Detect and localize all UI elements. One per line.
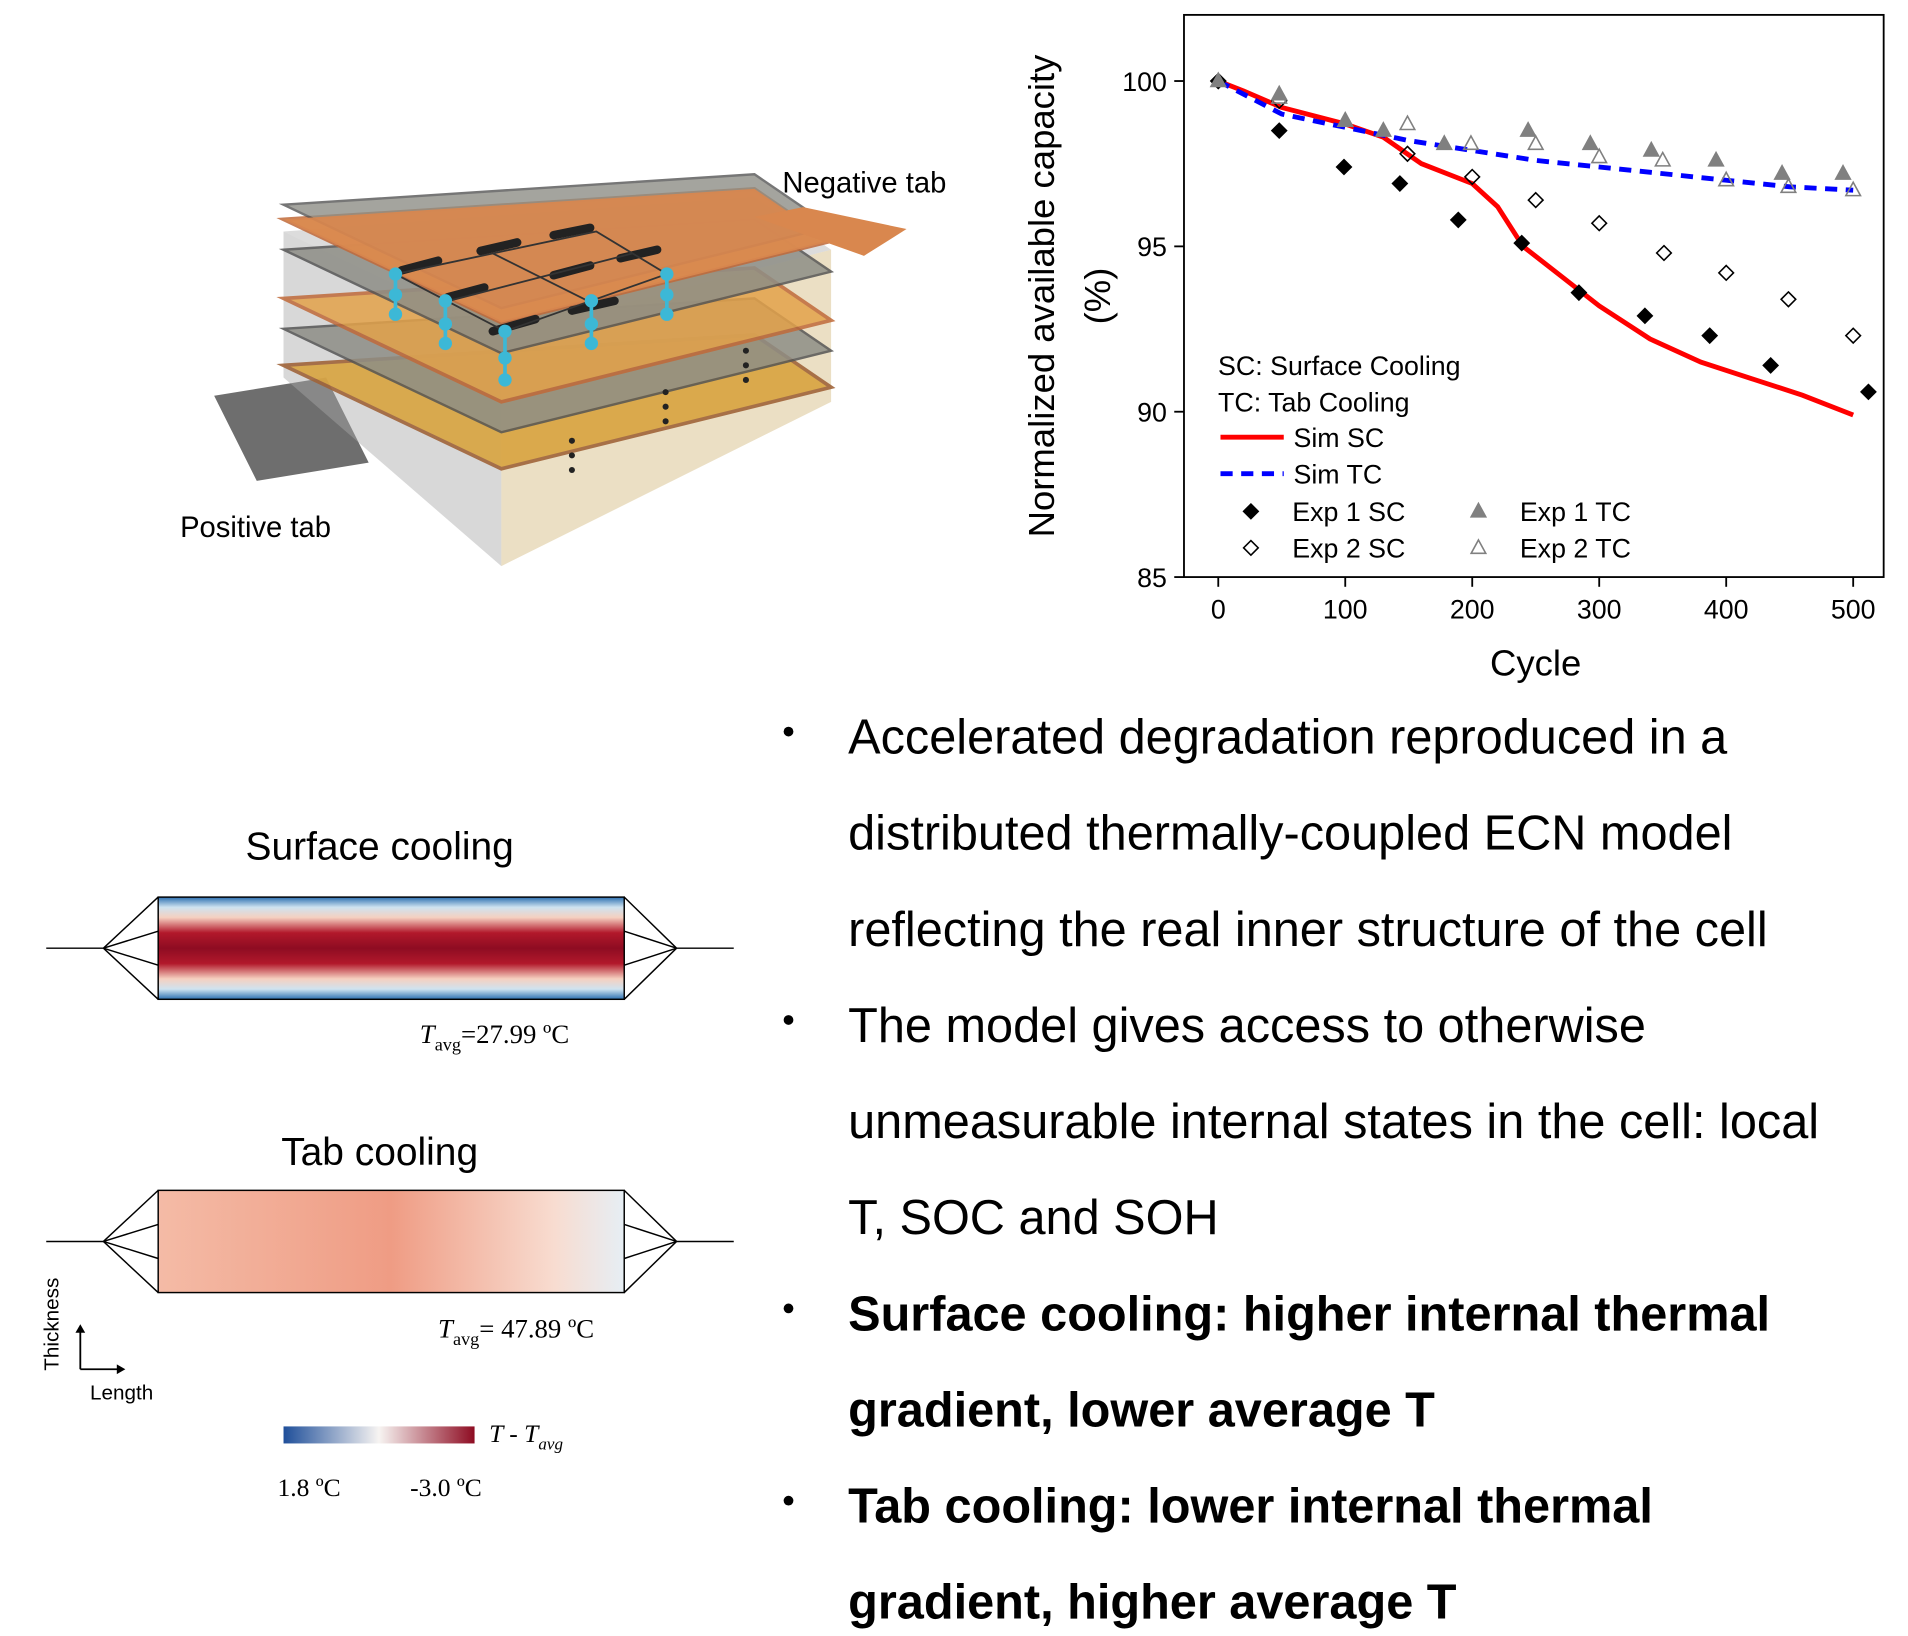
heatmap-title: Surface cooling <box>246 825 514 868</box>
y-axis-unit: (%) <box>1077 268 1118 325</box>
tavg-subscript: avg <box>435 1034 461 1054</box>
data-point <box>1846 328 1861 343</box>
data-point <box>1400 116 1415 129</box>
data-point <box>1528 193 1543 208</box>
bullet-text: unmeasurable internal states in the cell… <box>848 1095 1819 1149</box>
data-point <box>1719 266 1734 281</box>
colorbar-min: 1.8 ºC <box>277 1473 340 1502</box>
legend-label: Sim SC <box>1293 423 1384 453</box>
data-point <box>1836 166 1851 179</box>
colorbar: T - Tavg 1.8 ºC -3.0 ºC <box>277 1419 563 1502</box>
legend-label: Exp 2 TC <box>1520 534 1631 564</box>
legend-swatch <box>1244 541 1259 556</box>
data-point <box>1437 136 1452 149</box>
legend-swatch <box>1471 540 1486 553</box>
legend-label: Sim TC <box>1293 459 1382 489</box>
bullet-text: distributed thermally-coupled ECN model <box>848 807 1732 861</box>
data-point <box>1592 216 1607 231</box>
heatmap-tab: Tab cooling Tavg= 47.89 ºC <box>46 1131 734 1349</box>
legend-swatch <box>1244 504 1259 519</box>
bullet-text: The model gives access to otherwise <box>848 999 1646 1053</box>
y-tick-label: 90 <box>1137 397 1167 427</box>
tavg-label: Tavg= 47.89 ºC <box>438 1314 594 1349</box>
data-point <box>1393 176 1408 191</box>
length-label: Length <box>90 1382 153 1405</box>
data-point <box>1775 166 1790 179</box>
thickness-label: Thickness <box>40 1278 63 1371</box>
bullet-text: gradient, lower average T <box>848 1383 1435 1437</box>
bullet-list: Accelerated degradation reproduced in a d… <box>784 711 1819 1630</box>
chart: 0 100 200 300 400 500 85 90 95 100 Cycle Normalized… <box>1021 15 1884 684</box>
data-point <box>1657 246 1672 261</box>
x-tick-label: 200 <box>1450 594 1495 624</box>
cell-diagram: Negative tab Positive tab <box>180 168 946 567</box>
y-tick-label: 100 <box>1122 67 1167 97</box>
data-point <box>1338 113 1353 126</box>
negative-tab-label: Negative tab <box>782 168 946 200</box>
data-point <box>1337 160 1352 175</box>
bullet-text: T, SOC and SOH <box>848 1191 1218 1245</box>
heatmap-field <box>158 1190 624 1292</box>
data-point <box>1709 152 1724 165</box>
x-axis-label: Cycle <box>1490 643 1581 684</box>
data-point <box>1763 358 1778 373</box>
axes-legend: Thickness Length <box>40 1278 153 1405</box>
legend-note: TC: Tab Cooling <box>1218 388 1409 418</box>
legend-label: Exp 1 SC <box>1292 497 1405 527</box>
data-point <box>1521 123 1536 136</box>
legend-swatch <box>1471 503 1486 516</box>
plot-frame <box>1184 15 1884 577</box>
colorbar-max: -3.0 ºC <box>410 1473 482 1502</box>
y-tick-label: 95 <box>1137 232 1167 262</box>
data-point <box>1638 309 1653 324</box>
data-point <box>1272 123 1287 138</box>
page: {"chart_data":{"type":"scatter", "xlabel… <box>0 0 1908 1636</box>
data-point <box>1528 136 1543 149</box>
data-point <box>1861 385 1876 400</box>
x-tick-label: 400 <box>1704 594 1749 624</box>
legend-label: Exp 1 TC <box>1520 497 1631 527</box>
legend-label: Exp 2 SC <box>1292 534 1405 564</box>
x-tick-label: 0 <box>1211 594 1226 624</box>
colorbar-subscript: avg <box>538 1435 563 1454</box>
data-point <box>1702 328 1717 343</box>
legend-note: SC: Surface Cooling <box>1218 351 1461 381</box>
bullet-text: reflecting the real inner structure of t… <box>848 903 1768 957</box>
tavg-label: Tavg=27.99 ºC <box>420 1019 569 1054</box>
bullet-dot <box>784 727 794 737</box>
positive-tab-label: Positive tab <box>180 512 331 544</box>
data-point <box>1376 123 1391 136</box>
bullet-dot <box>784 1496 794 1506</box>
colorbar-gradient <box>284 1426 475 1443</box>
heatmap-surface: Surface cooling Tavg=27.99 ºC <box>46 825 734 1054</box>
x-tick-label: 500 <box>1831 594 1876 624</box>
tavg-value: = 47.89 ºC <box>479 1314 594 1344</box>
x-tick-label: 100 <box>1323 594 1368 624</box>
heatmap-field <box>158 897 624 999</box>
data-point <box>1781 292 1796 307</box>
bullet-dot <box>784 1015 794 1025</box>
slide: Negative tab Positive tab Surface coolin… <box>0 0 1908 1636</box>
colorbar-label: T - Tavg <box>489 1419 563 1453</box>
y-tick-label: 85 <box>1137 563 1167 593</box>
tavg-subscript: avg <box>453 1329 479 1349</box>
colorbar-symbol: T - T <box>489 1419 540 1448</box>
bullet-dot <box>784 1304 794 1314</box>
data-point <box>1592 149 1607 162</box>
bullet-text: Surface cooling: higher internal thermal <box>848 1287 1770 1341</box>
tavg-value: =27.99 ºC <box>461 1019 569 1049</box>
data-point <box>1451 213 1466 228</box>
data-point <box>1583 136 1598 149</box>
bullet-text: Accelerated degradation reproduced in a <box>848 711 1728 765</box>
x-tick-label: 300 <box>1577 594 1622 624</box>
bullet-text: Tab cooling: lower internal thermal <box>848 1480 1653 1534</box>
data-point <box>1644 143 1659 156</box>
bullet-text: gradient, higher average T <box>848 1576 1457 1630</box>
heatmap-title: Tab cooling <box>281 1131 478 1174</box>
y-axis-label: Normalized available capacity <box>1021 54 1062 538</box>
